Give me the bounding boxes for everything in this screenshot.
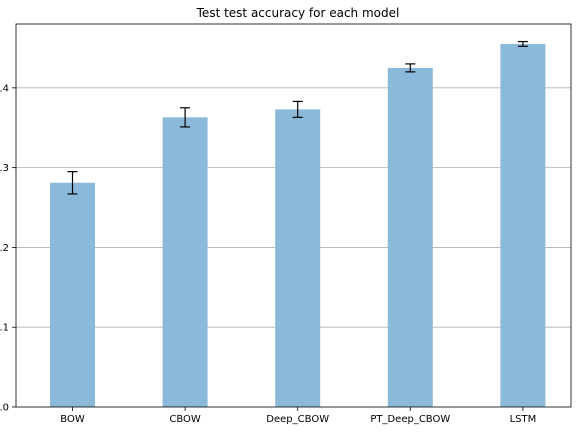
error-bars: [67, 40, 528, 195]
chart-title: Test test accuracy for each model: [196, 6, 400, 20]
bar: [50, 182, 95, 407]
y-tick-label: 0.1: [0, 323, 9, 334]
bar: [162, 117, 208, 407]
x-tick-label: BOW: [60, 414, 85, 425]
x-tick-labels: BOW CBOW Deep_CBOW PT_Deep_CBOW LSTM: [60, 414, 536, 425]
y-tick-label: 0.2: [0, 243, 9, 254]
bar: [500, 43, 546, 408]
x-tick-label: Deep_CBOW: [266, 414, 329, 425]
x-tick-label: PT_Deep_CBOW: [370, 414, 450, 425]
y-tick-label: 0.0: [0, 403, 9, 414]
plot-frame: [15, 23, 572, 408]
y-tick-label: 0.3: [0, 163, 9, 174]
x-tick-label: LSTM: [510, 414, 537, 425]
axes: [12, 23, 572, 411]
y-tick-labels: 0.0 0.1 0.2 0.3 0.4: [0, 83, 9, 413]
bar: [387, 67, 433, 408]
bars: [50, 43, 546, 408]
bar: [275, 109, 321, 408]
y-tick-label: 0.4: [0, 83, 9, 94]
x-tick-label: CBOW: [169, 414, 201, 425]
